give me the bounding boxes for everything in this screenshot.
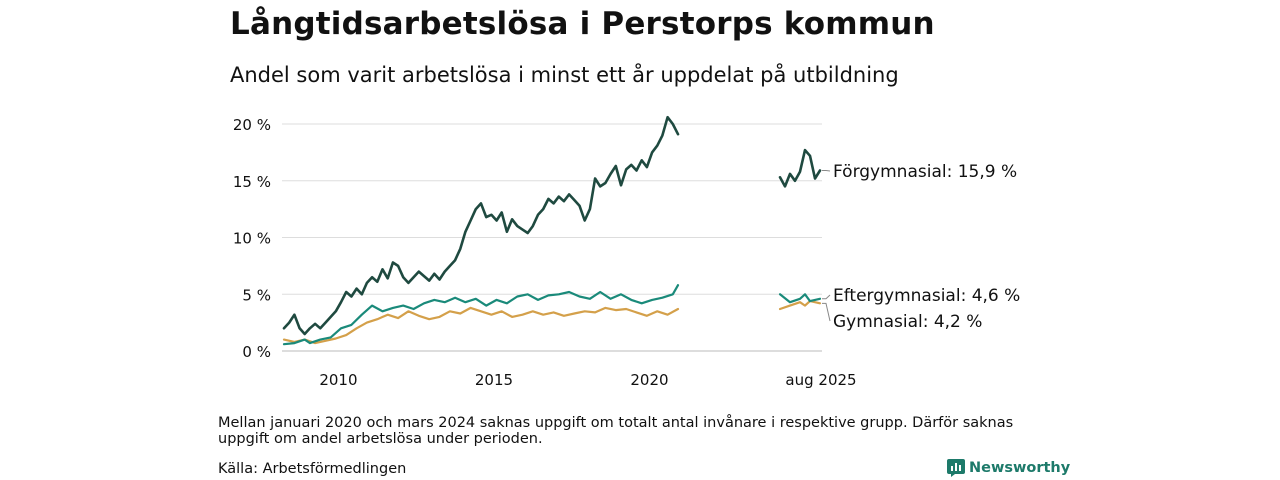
x-tick-label: 2015 [475,371,513,389]
footnote: Mellan januari 2020 och mars 2024 saknas… [218,415,1014,447]
chart-title: Långtidsarbetslösa i Perstorps kommun [230,6,935,42]
y-tick-label: 20 % [233,116,271,134]
source-label: Källa: Arbetsförmedlingen [218,461,407,477]
y-tick-label: 5 % [242,286,271,304]
series-end-label: Eftergymnasial: 4,6 % [833,286,1020,306]
series-line [282,306,680,345]
newsworthy-logo-icon [947,459,965,477]
leader-line [822,302,831,322]
chart: 0 % 5 % 10 % 15 % 20 % 2010 2015 2020 aug 2025 Fö… [233,115,1020,389]
series-end-label: Gymnasial: 4,2 % [833,312,982,332]
series-line [778,293,822,304]
y-tick-label: 10 % [233,230,271,248]
chart-subtitle: Andel som varit arbetslösa i minst ett å… [230,63,899,87]
series-line [282,115,680,336]
brand[interactable]: Newsworthy [947,459,1070,477]
series-line [778,148,822,188]
x-tick-label: aug 2025 [785,371,856,389]
leader-line [822,294,831,300]
y-tick-label: 0 % [242,343,271,361]
series-line [282,284,680,346]
y-tick-label: 15 % [233,173,271,191]
series-end-label: Förgymnasial: 15,9 % [833,162,1017,182]
x-tick-label: 2010 [319,371,357,389]
series-line [778,300,822,311]
brand-name: Newsworthy [969,460,1071,476]
x-tick-label: 2020 [630,371,668,389]
